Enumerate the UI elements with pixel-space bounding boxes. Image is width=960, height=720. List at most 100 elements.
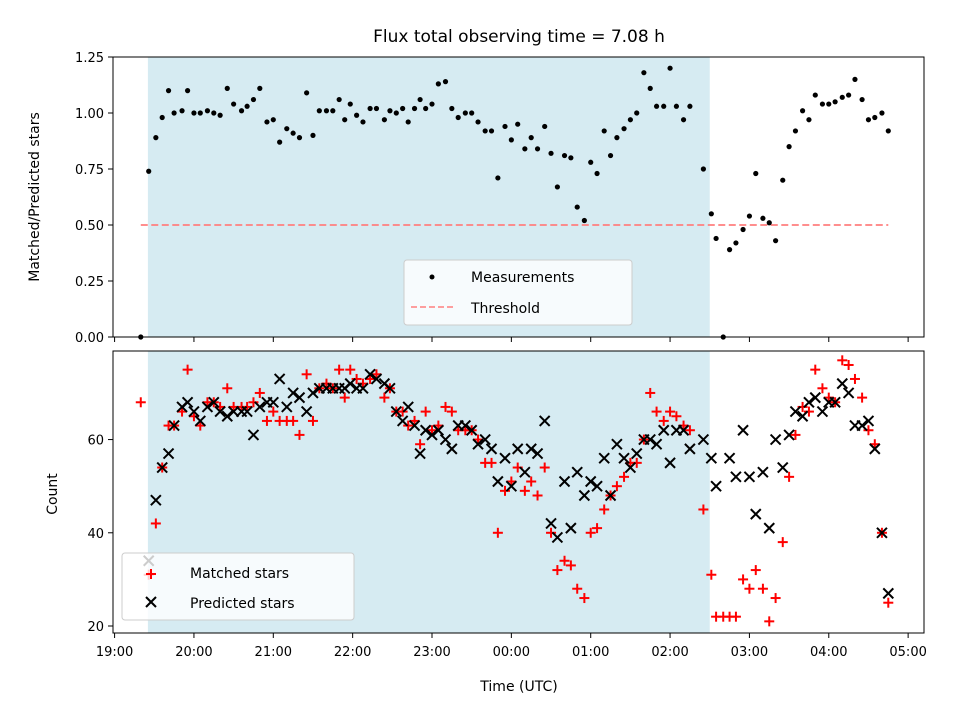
predicted-star-point — [208, 396, 220, 408]
measurement-point — [806, 117, 812, 123]
measurement-point — [197, 110, 203, 116]
predicted-star-point — [796, 410, 809, 422]
measurement-point — [852, 76, 858, 82]
predicted-star-point — [777, 461, 789, 474]
measurement-point — [726, 247, 733, 253]
matched-star-point — [552, 565, 563, 576]
measurement-point — [542, 123, 548, 130]
measurement-point — [667, 65, 673, 71]
predicted-star-point — [181, 396, 194, 408]
bottom-y-tick-label: 60 — [87, 434, 104, 449]
bottom-panel: 20 40 60 19:00 20:00 21:00 22:00 23:00 00:00 01:… — [45, 350, 927, 695]
measurement-point — [146, 168, 152, 174]
matched-star-point — [837, 355, 848, 366]
measurement-point — [508, 137, 514, 143]
matched-star-point — [415, 439, 426, 450]
predicted-star-point — [882, 587, 894, 600]
predicted-star-point — [446, 443, 458, 455]
predicted-star-point — [221, 410, 233, 422]
predicted-star-point — [829, 396, 841, 408]
matched-star-point — [254, 387, 265, 398]
predicted-star-point — [370, 373, 383, 385]
predicted-star-point — [419, 424, 432, 436]
top-y-tick-label: 0.75 — [75, 163, 104, 178]
measurement-point — [885, 128, 891, 134]
measurement-point — [405, 119, 411, 125]
matched-star-point — [665, 406, 676, 417]
predicted-star-point — [565, 522, 577, 534]
measurement-point — [700, 166, 706, 172]
measurement-point — [316, 108, 322, 114]
top-legend: Measurements Threshold — [403, 259, 633, 326]
measurement-point — [601, 128, 607, 134]
predicted-star-point — [658, 424, 670, 436]
measurement-point — [859, 96, 865, 103]
predicted-star-point — [254, 401, 266, 413]
matched-star-point — [757, 583, 768, 594]
measurement-point — [879, 110, 885, 116]
matched-star-point — [631, 457, 642, 468]
predicted-star-point — [684, 443, 696, 455]
measurement-point — [184, 88, 191, 94]
measurement-point — [680, 117, 687, 123]
predicted-star-point — [485, 443, 498, 455]
measurement-point — [515, 121, 521, 127]
matched-star-point — [750, 565, 761, 576]
matched-star-point — [784, 471, 795, 482]
top-panel-frame — [112, 56, 925, 338]
measurement-point — [488, 128, 495, 134]
predicted-star-point — [384, 382, 396, 394]
predicted-star-point — [273, 373, 286, 385]
matched-star-point — [440, 401, 451, 412]
predicted-star-point — [519, 466, 531, 478]
matched-star-point — [526, 476, 537, 487]
x-tick-label: 03:00 — [731, 645, 768, 660]
matched-star-point — [150, 518, 161, 529]
measurement-point — [435, 81, 441, 87]
measurement-point — [304, 90, 310, 96]
matched-star-point — [546, 527, 557, 538]
measurement-point — [354, 112, 360, 118]
predicted-star-point — [357, 382, 369, 394]
measurement-point — [270, 117, 276, 123]
measurement-point — [336, 96, 342, 103]
measurement-point — [786, 144, 792, 150]
matched-star-point — [486, 457, 497, 468]
top-panel: 0.00 0.25 0.50 0.75 1.00 1.25 Flux total obse… — [27, 27, 925, 346]
predicted-star-point — [408, 419, 421, 432]
predicted-star-point — [664, 457, 676, 469]
predicted-star-point — [869, 443, 881, 455]
matched-star-point — [572, 583, 583, 594]
predicted-star-point — [505, 480, 518, 492]
matched-star-point — [403, 420, 414, 431]
x-tick-label: 20:00 — [175, 645, 212, 660]
measurement-point — [277, 139, 283, 145]
bottom-legend-box — [121, 552, 355, 621]
bottom-y-tick-label: 20 — [87, 620, 104, 635]
measurement-point — [740, 226, 746, 233]
measurement-point — [846, 92, 852, 98]
matched-star-point — [611, 481, 622, 492]
measurement-point — [469, 110, 475, 116]
matched-star-point — [803, 406, 814, 417]
predicted-star-point — [162, 447, 175, 460]
predicted-star-point — [402, 401, 414, 413]
measurement-point — [191, 110, 197, 116]
matched-star-point — [684, 425, 695, 436]
predicted-star-point — [156, 461, 168, 474]
measurement-point — [224, 85, 230, 91]
legend-matched-marker — [146, 569, 156, 579]
measurement-point — [165, 88, 172, 94]
matched-star-point — [645, 387, 656, 398]
top-y-tick-label: 1.00 — [75, 107, 104, 122]
matched-star-point — [222, 383, 233, 394]
measurement-point — [171, 110, 177, 116]
measurement-point — [153, 135, 159, 141]
x-tick-label: 23:00 — [413, 645, 450, 660]
predicted-star-point — [750, 508, 762, 520]
predicted-star-point — [390, 405, 403, 418]
measurement-point — [653, 103, 660, 109]
predicted-star-point — [525, 443, 537, 455]
predicted-star-point — [757, 466, 769, 478]
measurement-point — [607, 152, 614, 159]
